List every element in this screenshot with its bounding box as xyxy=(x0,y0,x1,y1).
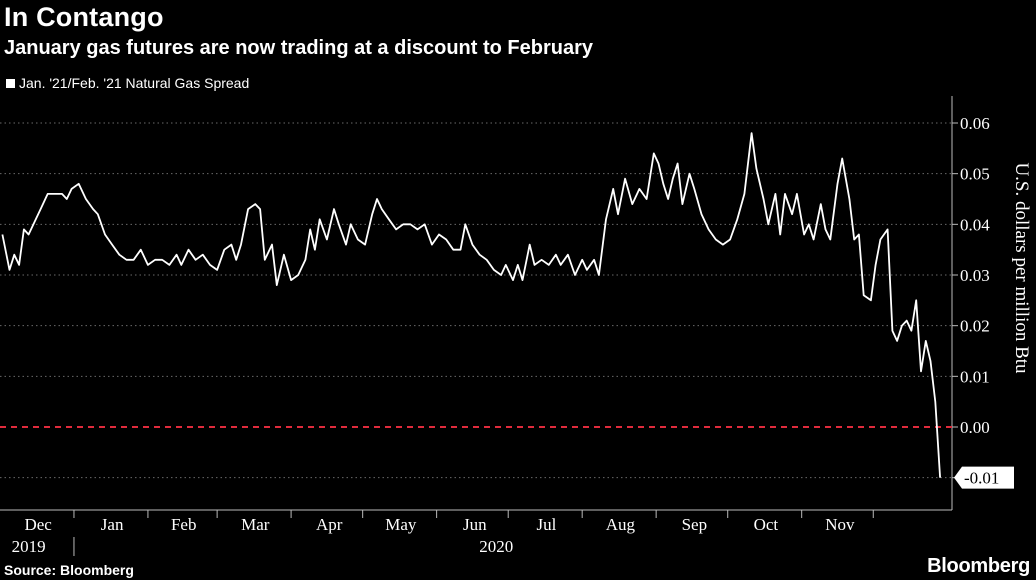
y-tick-label: 0.02 xyxy=(960,317,990,336)
y-tick-label: 0.04 xyxy=(960,215,990,234)
gridlines xyxy=(0,122,952,479)
last-value-box xyxy=(954,466,1014,489)
x-tick-label: Dec xyxy=(24,515,52,534)
x-tick-label: Sep xyxy=(682,515,708,534)
source-note: Source: Bloomberg xyxy=(4,562,134,578)
chart-title: In Contango xyxy=(4,2,164,32)
legend-label: Jan. '21/Feb. '21 Natural Gas Spread xyxy=(19,75,250,91)
y-axis-tick-labels: 0.06 0.05 0.04 0.03 0.02 0.01 0.00 xyxy=(960,114,990,437)
axes xyxy=(0,96,958,556)
x-axis-tick-labels: Dec Jan Feb Mar Apr May Jun Jul Aug Sep Oct Nov 2019… xyxy=(12,515,855,556)
x-tick-label: Nov xyxy=(825,515,855,534)
x-tick-label: Jul xyxy=(536,515,556,534)
x-tick-label: Jun xyxy=(463,515,487,534)
x-tick-label: May xyxy=(385,515,417,534)
x-tick-label: Apr xyxy=(316,515,343,534)
y-tick-label: 0.01 xyxy=(960,367,990,386)
y-tick-label: 0.06 xyxy=(960,114,990,133)
x-tick-label: Mar xyxy=(241,515,270,534)
chart-legend: Jan. '21/Feb. '21 Natural Gas Spread xyxy=(6,75,249,91)
x-year-label: 2020 xyxy=(479,537,513,556)
x-tick-label: Oct xyxy=(754,515,779,534)
x-tick-label: Feb xyxy=(171,515,197,534)
x-tick-label: Aug xyxy=(606,515,636,534)
y-tick-label: 0.05 xyxy=(960,165,990,184)
x-tick-label: Jan xyxy=(101,515,124,534)
y-tick-label: 0.03 xyxy=(960,266,990,285)
x-year-label: 2019 xyxy=(12,537,46,556)
y-tick-label: 0.00 xyxy=(960,418,990,437)
last-value-text: -0.01 xyxy=(964,469,999,488)
chart-subtitle: January gas futures are now trading at a… xyxy=(4,37,594,59)
legend-swatch xyxy=(6,78,15,88)
last-value-label: -0.01 xyxy=(954,466,1014,489)
series-line xyxy=(1,132,941,478)
bloomberg-logo: Bloomberg xyxy=(927,555,1030,577)
y-axis-label: U.S. dollars per million Btu xyxy=(1011,162,1032,374)
